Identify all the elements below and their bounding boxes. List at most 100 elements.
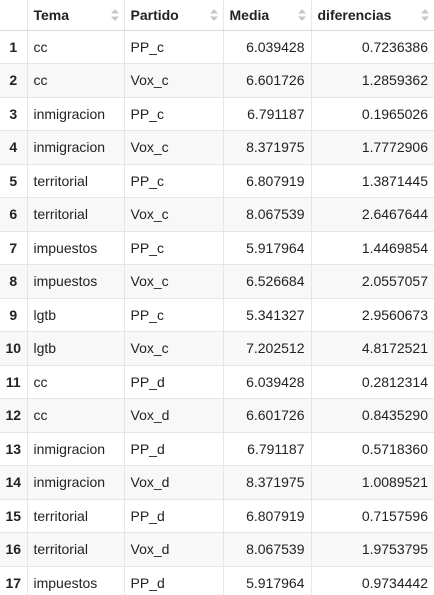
column-header-partido[interactable]: Partido	[124, 0, 224, 31]
cell-media: 7.202512	[223, 331, 312, 366]
row-index: 9	[0, 298, 28, 332]
cell-tema: cc	[27, 398, 125, 433]
header-row: Tema Partido Media	[0, 0, 434, 31]
cell-diferencias: 4.8172521	[311, 331, 434, 366]
cell-media: 6.791187	[223, 97, 312, 131]
cell-partido: PP_c	[124, 30, 224, 64]
cell-diferencias: 0.8435290	[311, 398, 434, 433]
cell-diferencias: 0.9734442	[311, 566, 434, 595]
cell-tema: cc	[27, 365, 125, 399]
row-index-header	[0, 0, 28, 31]
column-header-label: Media	[229, 6, 270, 23]
cell-tema: territorial	[27, 499, 125, 533]
row-index: 12	[0, 398, 28, 433]
cell-partido: PP_d	[124, 365, 224, 399]
row-index: 16	[0, 532, 28, 567]
cell-partido: Vox_c	[124, 197, 224, 232]
cell-media: 8.067539	[223, 532, 312, 567]
row-index: 6	[0, 197, 28, 232]
cell-tema: territorial	[27, 164, 125, 198]
cell-diferencias: 0.2812314	[311, 365, 434, 399]
cell-media: 6.807919	[223, 164, 312, 198]
cell-partido: PP_c	[124, 97, 224, 131]
cell-diferencias: 0.1965026	[311, 97, 434, 131]
cell-partido: Vox_c	[124, 130, 224, 165]
table-row: 3 inmigracion PP_c 6.791187 0.1965026	[0, 97, 434, 131]
cell-media: 6.807919	[223, 499, 312, 533]
row-index: 14	[0, 465, 28, 500]
cell-media: 5.917964	[223, 566, 312, 595]
cell-media: 6.601726	[223, 398, 312, 433]
sort-arrows-icon[interactable]	[110, 9, 119, 21]
table-body: 1 cc PP_c 6.039428 0.7236386 2 cc Vox_c 6.601726…	[0, 30, 434, 595]
table-row: 16 territorial Vox_d 8.067539 1.9753795	[0, 532, 434, 567]
cell-diferencias: 1.9753795	[311, 532, 434, 567]
cell-diferencias: 1.3871445	[311, 164, 434, 198]
table-row: 4 inmigracion Vox_c 8.371975 1.7772906	[0, 130, 434, 165]
table-row: 13 inmigracion PP_d 6.791187 0.5718360	[0, 432, 434, 466]
cell-media: 6.039428	[223, 30, 312, 64]
sort-arrows-icon[interactable]	[209, 9, 218, 21]
table-row: 17 impuestos PP_d 5.917964 0.9734442	[0, 566, 434, 595]
cell-diferencias: 2.6467644	[311, 197, 434, 232]
table-row: 6 territorial Vox_c 8.067539 2.6467644	[0, 197, 434, 232]
cell-media: 6.526684	[223, 264, 312, 299]
cell-partido: Vox_c	[124, 63, 224, 98]
table-row: 1 cc PP_c 6.039428 0.7236386	[0, 30, 434, 64]
cell-diferencias: 0.7157596	[311, 499, 434, 533]
row-index: 2	[0, 63, 28, 98]
column-header-diferencias[interactable]: diferencias	[311, 0, 434, 31]
cell-tema: inmigracion	[27, 465, 125, 500]
row-index: 15	[0, 499, 28, 533]
cell-tema: inmigracion	[27, 130, 125, 165]
column-header-tema[interactable]: Tema	[27, 0, 125, 31]
table-row: 9 lgtb PP_c 5.341327 2.9560673	[0, 298, 434, 332]
table-row: 7 impuestos PP_c 5.917964 1.4469854	[0, 231, 434, 265]
cell-partido: Vox_d	[124, 465, 224, 500]
row-index: 3	[0, 97, 28, 131]
cell-tema: cc	[27, 30, 125, 64]
sort-arrows-icon[interactable]	[421, 9, 429, 21]
cell-tema: impuestos	[27, 566, 125, 595]
sort-arrows-icon[interactable]	[297, 9, 306, 21]
row-index: 8	[0, 264, 28, 299]
cell-tema: inmigracion	[27, 432, 125, 466]
table-row: 11 cc PP_d 6.039428 0.2812314	[0, 365, 434, 399]
cell-tema: impuestos	[27, 264, 125, 299]
row-index: 11	[0, 365, 28, 399]
table-row: 2 cc Vox_c 6.601726 1.2859362	[0, 63, 434, 98]
column-header-media[interactable]: Media	[223, 0, 312, 31]
cell-diferencias: 0.5718360	[311, 432, 434, 466]
cell-tema: cc	[27, 63, 125, 98]
row-index: 4	[0, 130, 28, 165]
table-row: 5 territorial PP_c 6.807919 1.3871445	[0, 164, 434, 198]
table-row: 8 impuestos Vox_c 6.526684 2.0557057	[0, 264, 434, 299]
cell-partido: PP_c	[124, 298, 224, 332]
table-row: 10 lgtb Vox_c 7.202512 4.8172521	[0, 331, 434, 366]
cell-media: 8.067539	[223, 197, 312, 232]
row-index: 13	[0, 432, 28, 466]
cell-media: 8.371975	[223, 465, 312, 500]
cell-media: 5.917964	[223, 231, 312, 265]
table-row: 15 territorial PP_d 6.807919 0.7157596	[0, 499, 434, 533]
cell-tema: territorial	[27, 197, 125, 232]
cell-tema: territorial	[27, 532, 125, 567]
row-index: 10	[0, 331, 28, 366]
cell-partido: PP_c	[124, 164, 224, 198]
row-index: 5	[0, 164, 28, 198]
cell-diferencias: 1.2859362	[311, 63, 434, 98]
row-index: 7	[0, 231, 28, 265]
cell-diferencias: 2.0557057	[311, 264, 434, 299]
table-header: Tema Partido Media	[0, 0, 434, 31]
cell-partido: PP_d	[124, 499, 224, 533]
cell-partido: Vox_d	[124, 532, 224, 567]
row-index: 17	[0, 566, 28, 595]
cell-media: 6.601726	[223, 63, 312, 98]
column-header-label: diferencias	[317, 6, 392, 23]
cell-diferencias: 2.9560673	[311, 298, 434, 332]
cell-tema: lgtb	[27, 298, 125, 332]
cell-diferencias: 1.4469854	[311, 231, 434, 265]
cell-partido: Vox_d	[124, 398, 224, 433]
